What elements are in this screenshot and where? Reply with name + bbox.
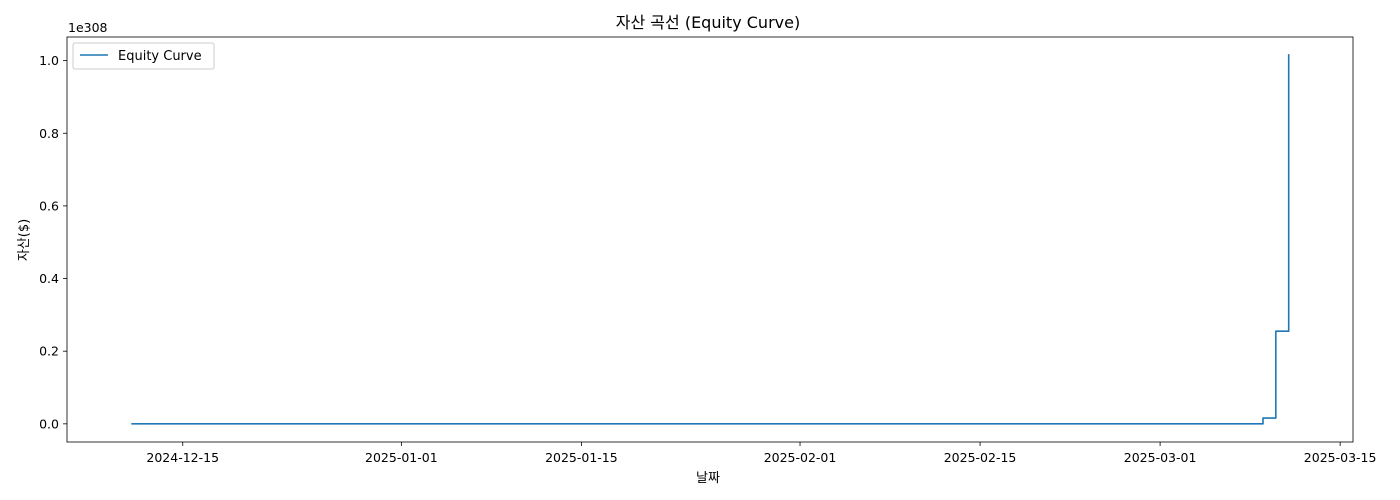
- y-ticks: 0.0 0.2 0.4 0.6 0.8 1.0: [39, 53, 67, 431]
- chart-title: 자산 곡선 (Equity Curve): [616, 13, 800, 32]
- x-tick-label: 2025-03-01: [1124, 450, 1197, 465]
- y-tick-label: 0.2: [39, 344, 59, 359]
- legend-label: Equity Curve: [118, 49, 202, 64]
- y-tick-label: 0.4: [39, 271, 59, 286]
- x-ticks: 2024-12-15 2025-01-01 2025-01-15 2025-02-01…: [146, 442, 1376, 465]
- y-axis-title: 자산($): [17, 219, 32, 261]
- y-tick-label: 0.0: [39, 416, 59, 431]
- x-axis-title: 날짜: [696, 471, 720, 486]
- y-offset-label: 1e308: [68, 20, 108, 35]
- x-tick-label: 2025-01-15: [545, 450, 618, 465]
- x-tick-label: 2025-02-01: [764, 450, 837, 465]
- plot-lines: [131, 54, 1290, 425]
- x-tick-label: 2024-12-15: [146, 450, 219, 465]
- y-tick-label: 0.6: [39, 198, 59, 213]
- x-tick-label: 2025-01-01: [365, 450, 438, 465]
- legend: Equity Curve: [72, 42, 215, 70]
- y-tick-label: 0.8: [39, 126, 59, 141]
- x-tick-label: 2025-03-15: [1304, 450, 1377, 465]
- series-line-equity-curve: [131, 54, 1290, 425]
- plot-frame: [66, 36, 1354, 443]
- y-tick-label: 1.0: [39, 53, 59, 68]
- x-tick-label: 2025-02-15: [944, 450, 1017, 465]
- legend-box: [72, 42, 215, 70]
